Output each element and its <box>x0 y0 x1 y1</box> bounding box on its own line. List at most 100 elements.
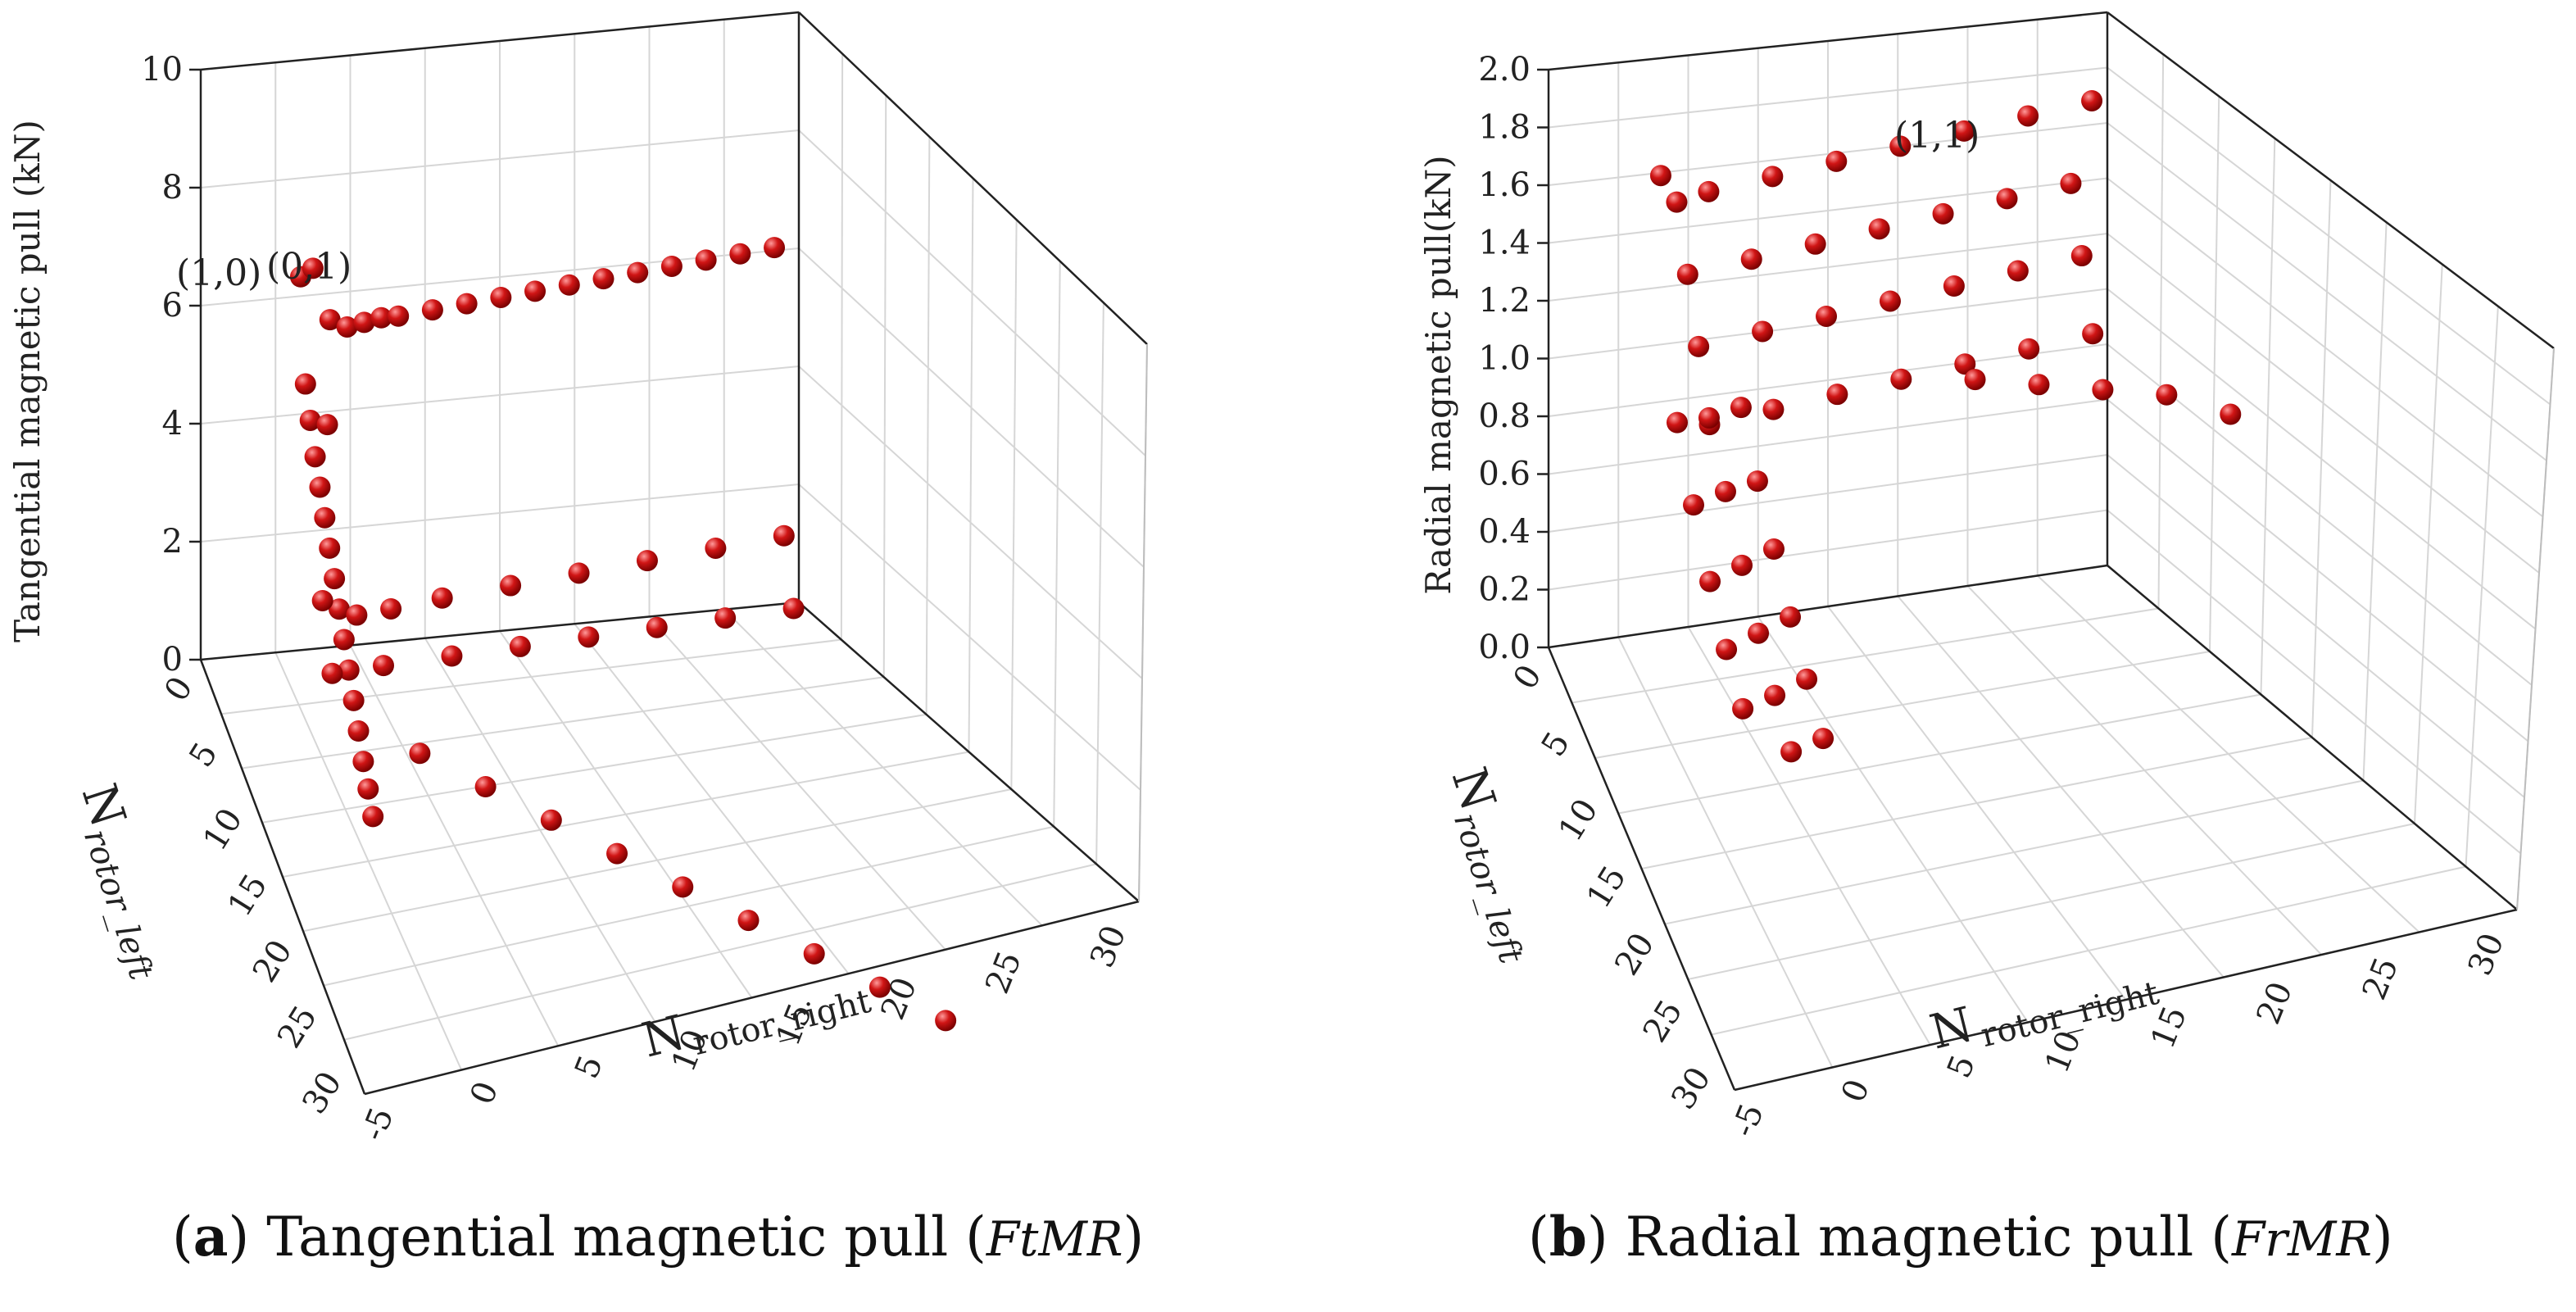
data-point <box>314 506 336 529</box>
caption-a-label: a <box>193 1205 229 1269</box>
y-tick-label: 5 <box>182 736 224 774</box>
data-point <box>660 255 683 277</box>
data-point <box>311 589 333 611</box>
data-point <box>1762 398 1785 420</box>
data-point <box>302 257 324 279</box>
z-tick-label: 1.0 <box>1478 340 1531 378</box>
data-point <box>431 587 453 609</box>
data-point <box>1954 353 1976 375</box>
data-point <box>2060 172 2082 194</box>
data-point <box>370 306 392 329</box>
data-point <box>362 806 384 828</box>
data-point <box>319 309 341 331</box>
x-tick-label: 0 <box>463 1076 506 1110</box>
data-point <box>2007 260 2029 282</box>
data-point <box>540 809 562 831</box>
data-point <box>2081 89 2103 111</box>
x-tick-label: -5 <box>1725 1099 1771 1142</box>
data-point <box>782 597 805 620</box>
data-point <box>773 524 795 547</box>
data-point <box>2082 323 2104 345</box>
z-tick-label: 0.8 <box>1478 397 1531 435</box>
data-point <box>1879 290 1901 312</box>
x-tick-label: 0 <box>1834 1074 1877 1108</box>
data-point <box>357 778 379 800</box>
z-tick-label: 1.8 <box>1478 109 1531 147</box>
data-point <box>441 645 463 667</box>
data-point <box>729 243 751 265</box>
x-tick-label: 30 <box>2461 928 2512 980</box>
data-point <box>1676 263 1698 285</box>
y-tick-label: 20 <box>1608 927 1662 983</box>
z-tick-label: 6 <box>162 287 183 325</box>
z-tick-label: 1.4 <box>1478 225 1531 262</box>
data-point <box>1932 202 1954 225</box>
point-annotation: (1,0) <box>176 252 261 294</box>
data-point <box>509 635 531 657</box>
data-point <box>1868 218 1890 240</box>
y-tick-label: 20 <box>246 933 300 989</box>
data-point <box>304 446 326 468</box>
data-point <box>1804 233 1826 255</box>
data-point <box>2070 245 2093 267</box>
data-point <box>672 876 694 898</box>
data-point <box>2018 338 2040 360</box>
data-point <box>524 280 546 302</box>
x-tick-label: -5 <box>355 1102 401 1146</box>
data-point <box>2028 374 2050 396</box>
data-point <box>1731 554 1753 576</box>
data-point <box>646 616 668 638</box>
data-point <box>1698 180 1720 202</box>
data-point <box>316 414 338 436</box>
data-point <box>1699 570 1721 592</box>
data-point <box>1943 275 1965 297</box>
data-point <box>636 550 658 572</box>
y-tick-label: 10 <box>196 802 250 858</box>
data-point <box>1683 494 1705 516</box>
point-annotation: (0,1) <box>266 246 351 288</box>
y-axis-label: Nrotor_left <box>1433 760 1555 969</box>
caption-b-label: b <box>1549 1205 1587 1269</box>
data-point <box>474 776 497 798</box>
z-axis-label: Radial magnetic pull(kN) <box>1418 155 1458 594</box>
data-point <box>388 305 410 327</box>
data-point <box>1812 728 1834 750</box>
chart-a-svg: 0 2 4 6 8 10 Tangential magnetic pull (kN) 0 5 10… <box>7 11 1148 1146</box>
data-point <box>294 373 316 395</box>
data-point <box>2156 384 2178 406</box>
data-point <box>1889 135 1912 157</box>
y-tick-label: 15 <box>1580 860 1634 915</box>
x-tick-label: 30 <box>1083 920 1134 973</box>
data-point <box>935 1010 957 1032</box>
data-point <box>1816 305 1838 327</box>
x-tick-label: 5 <box>568 1051 610 1084</box>
data-point <box>338 659 360 681</box>
data-point <box>500 574 522 597</box>
data-point <box>1714 480 1736 502</box>
caption-b: (b) Radial magnetic pull (FrMR) <box>1528 1205 2393 1269</box>
data-point <box>1698 406 1720 429</box>
data-point <box>1716 638 1738 661</box>
data-point <box>321 662 343 684</box>
y-tick-label: 5 <box>1535 725 1577 763</box>
chart-panel-b: 0.0 0.2 0.4 0.6 0.8 1.0 1.2 1.4 1.6 1.8 2.0 Radial … <box>1288 0 2576 1312</box>
z-tick-label: 0.2 <box>1478 571 1531 609</box>
x-tick-label: 25 <box>2356 952 2406 1005</box>
data-point <box>803 942 825 965</box>
data-point <box>342 689 365 711</box>
data-point <box>764 237 786 259</box>
chart-b-svg: 0.0 0.2 0.4 0.6 0.8 1.0 1.2 1.4 1.6 1.8 2.0 Radial … <box>1418 11 2555 1142</box>
y-tick-label: 25 <box>270 1000 324 1056</box>
data-point <box>868 976 891 998</box>
data-point <box>1762 538 1785 561</box>
data-point <box>299 409 321 431</box>
data-point <box>1996 188 2018 210</box>
data-point <box>309 476 331 498</box>
caption-b-symbol: FrMR <box>2232 1211 2373 1267</box>
data-point <box>1666 411 1688 434</box>
data-point <box>578 626 600 648</box>
z-tick-label: 2.0 <box>1478 51 1531 89</box>
data-point <box>1825 150 1848 172</box>
z-tick-label: 0.4 <box>1478 513 1531 551</box>
z-tick-label: 10 <box>141 51 183 89</box>
